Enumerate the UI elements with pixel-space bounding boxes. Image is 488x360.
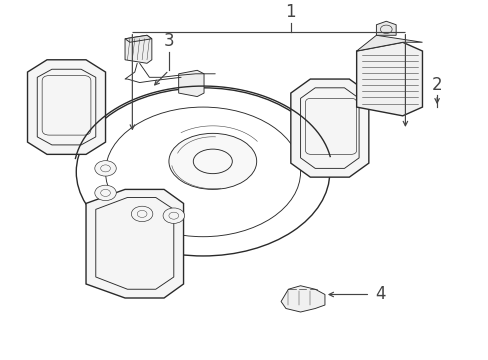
Text: 2: 2 bbox=[431, 76, 442, 94]
Circle shape bbox=[163, 208, 184, 224]
Polygon shape bbox=[125, 35, 152, 42]
Circle shape bbox=[95, 161, 116, 176]
Polygon shape bbox=[27, 60, 105, 154]
Circle shape bbox=[95, 185, 116, 201]
Text: 1: 1 bbox=[285, 3, 296, 21]
Polygon shape bbox=[125, 35, 152, 63]
Polygon shape bbox=[86, 189, 183, 298]
Text: 4: 4 bbox=[374, 285, 385, 303]
Polygon shape bbox=[356, 42, 422, 116]
Ellipse shape bbox=[168, 133, 256, 189]
Text: 3: 3 bbox=[163, 32, 174, 50]
Polygon shape bbox=[178, 70, 203, 96]
Polygon shape bbox=[376, 21, 395, 35]
Polygon shape bbox=[356, 35, 422, 51]
Circle shape bbox=[131, 206, 153, 222]
Polygon shape bbox=[290, 79, 368, 177]
Polygon shape bbox=[281, 286, 325, 312]
